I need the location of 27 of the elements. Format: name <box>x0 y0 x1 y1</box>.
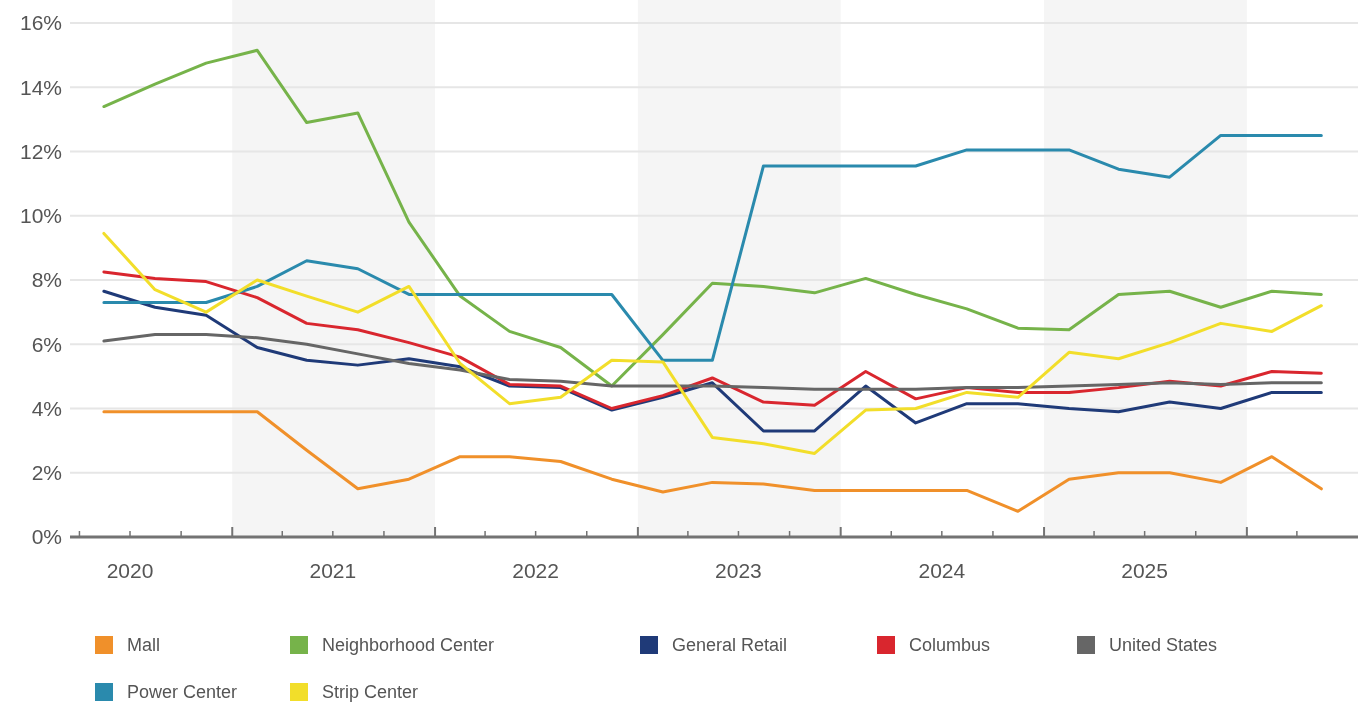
legend-label: Power Center <box>127 682 238 703</box>
x-tick-label: 2024 <box>918 559 966 582</box>
x-tick-label: 2020 <box>106 559 154 582</box>
y-tick-label: 0% <box>31 525 62 549</box>
line-series <box>102 231 1323 455</box>
legend-label: United States <box>1109 635 1218 656</box>
y-tick-label: 16% <box>19 11 62 35</box>
line-series <box>102 48 1323 388</box>
x-tick-label: 2021 <box>309 559 357 582</box>
y-tick-label: 2% <box>31 461 62 485</box>
legend-label: General Retail <box>672 635 788 656</box>
y-tick-label: 12% <box>19 139 62 163</box>
legend-label: Mall <box>127 635 161 656</box>
line-series <box>102 133 1323 362</box>
x-tick-label: 2022 <box>512 559 559 582</box>
x-tick-label: 2025 <box>1121 559 1168 582</box>
x-tick-label: 2023 <box>715 559 762 582</box>
legend-label: Neighborhood Center <box>322 635 495 656</box>
y-tick-label: 6% <box>31 332 62 356</box>
line-series <box>102 410 1323 513</box>
y-tick-label: 4% <box>31 396 62 420</box>
y-tick-label: 10% <box>19 204 62 228</box>
line-series <box>102 333 1323 391</box>
y-tick-label: 8% <box>31 268 62 292</box>
y-tick-label: 14% <box>19 75 62 99</box>
legend-label: Columbus <box>909 635 991 656</box>
legend-label: Strip Center <box>322 682 419 703</box>
